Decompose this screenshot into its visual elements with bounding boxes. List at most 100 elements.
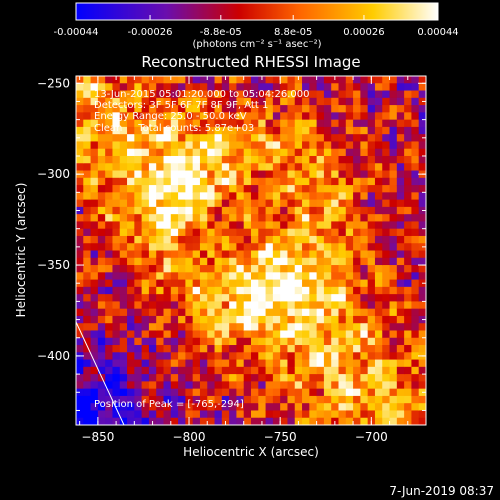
- heatmap-cell: [119, 112, 128, 121]
- heatmap-cell: [382, 345, 391, 353]
- heatmap-cell: [382, 381, 391, 390]
- heatmap-cell: [185, 134, 194, 143]
- heatmap-cell: [382, 359, 391, 368]
- heatmap-cell: [374, 163, 383, 172]
- heatmap-cell: [97, 141, 106, 150]
- heatmap-cell: [316, 417, 325, 425]
- heatmap-cell: [374, 323, 383, 332]
- heatmap-cell: [418, 366, 426, 375]
- heatmap-cell: [192, 170, 201, 179]
- heatmap-cell: [127, 359, 135, 368]
- heatmap-cell: [134, 257, 143, 266]
- heatmap-cell: [119, 214, 128, 223]
- heatmap-cell: [411, 250, 420, 259]
- heatmap-cell: [127, 410, 135, 419]
- heatmap-cell: [236, 366, 245, 375]
- heatmap-cell: [272, 126, 281, 135]
- heatmap-cell: [76, 126, 84, 135]
- heatmap-cell: [214, 403, 223, 412]
- heatmap-cell: [404, 323, 413, 332]
- heatmap-cell: [389, 235, 398, 244]
- heatmap-cell: [382, 410, 391, 419]
- heatmap-cell: [134, 359, 143, 368]
- heatmap-cell: [221, 323, 230, 332]
- heatmap-cell: [83, 388, 92, 397]
- heatmap-cell: [294, 177, 303, 186]
- heatmap-cell: [258, 388, 267, 397]
- heatmap-cell: [141, 155, 150, 164]
- heatmap-cell: [360, 177, 369, 186]
- heatmap-cell: [265, 308, 274, 317]
- heatmap-cell: [207, 185, 216, 193]
- heatmap-cell: [134, 76, 143, 84]
- heatmap-cell: [178, 221, 186, 230]
- heatmap-cell: [199, 250, 208, 259]
- heatmap-cell: [229, 395, 238, 404]
- heatmap-cell: [418, 221, 426, 230]
- heatmap-cell: [316, 192, 325, 201]
- heatmap-cell: [112, 228, 121, 237]
- heatmap-cell: [382, 228, 391, 237]
- heatmap-cell: [331, 243, 340, 252]
- heatmap-cell: [302, 199, 310, 208]
- heatmap-cell: [90, 206, 99, 215]
- heatmap-cell: [294, 315, 303, 324]
- heatmap-cell: [258, 177, 267, 186]
- heatmap-cell: [141, 265, 150, 273]
- heatmap-cell: [287, 228, 296, 237]
- heatmap-cell: [287, 112, 296, 121]
- heatmap-cell: [148, 388, 157, 397]
- heatmap-cell: [323, 83, 332, 92]
- heatmap-cell: [338, 206, 347, 215]
- heatmap-cell: [345, 279, 354, 288]
- heatmap-cell: [90, 141, 99, 150]
- heatmap-cell: [272, 83, 281, 92]
- heatmap-cell: [265, 352, 274, 361]
- heatmap-cell: [345, 235, 354, 244]
- heatmap-cell: [294, 163, 303, 172]
- heatmap-cell: [156, 228, 165, 237]
- heatmap-cell: [236, 76, 245, 84]
- heatmap-cell: [418, 395, 426, 404]
- heatmap-cell: [170, 105, 179, 113]
- heatmap-cell: [185, 206, 194, 215]
- heatmap-cell: [185, 337, 194, 346]
- heatmap-cell: [323, 235, 332, 244]
- heatmap-cell: [156, 177, 165, 186]
- heatmap-cell: [302, 388, 310, 397]
- heatmap-cell: [156, 155, 165, 164]
- heatmap-cell: [105, 148, 114, 157]
- heatmap-cell: [76, 330, 84, 339]
- heatmap-cell: [331, 323, 340, 332]
- heatmap-cell: [367, 359, 376, 368]
- heatmap-cell: [331, 177, 340, 186]
- heatmap-cell: [76, 381, 84, 390]
- heatmap-cell: [302, 177, 310, 186]
- heatmap-cell: [345, 119, 354, 128]
- heatmap-cell: [265, 119, 274, 128]
- heatmap-cell: [112, 257, 121, 266]
- heatmap-cell: [243, 352, 252, 361]
- heatmap-cell: [309, 235, 318, 244]
- heatmap-cell: [258, 315, 267, 324]
- heatmap-cell: [265, 250, 274, 259]
- heatmap-cell: [367, 352, 376, 361]
- heatmap-cell: [163, 163, 172, 172]
- heatmap-cell: [389, 395, 398, 404]
- heatmap-cell: [251, 90, 259, 99]
- heatmap-cell: [163, 206, 172, 215]
- heatmap-cell: [287, 323, 296, 332]
- heatmap-cell: [418, 374, 426, 382]
- heatmap-cell: [134, 374, 143, 382]
- heatmap-cell: [353, 206, 361, 215]
- heatmap-cell: [97, 112, 106, 121]
- heatmap-cell: [389, 185, 398, 193]
- heatmap-cell: [134, 126, 143, 135]
- heatmap-cell: [163, 155, 172, 164]
- heatmap-cell: [258, 265, 267, 273]
- heatmap-cell: [207, 403, 216, 412]
- heatmap-cell: [141, 228, 150, 237]
- heatmap-cell: [418, 163, 426, 172]
- heatmap-cell: [345, 134, 354, 143]
- heatmap-cell: [170, 155, 179, 164]
